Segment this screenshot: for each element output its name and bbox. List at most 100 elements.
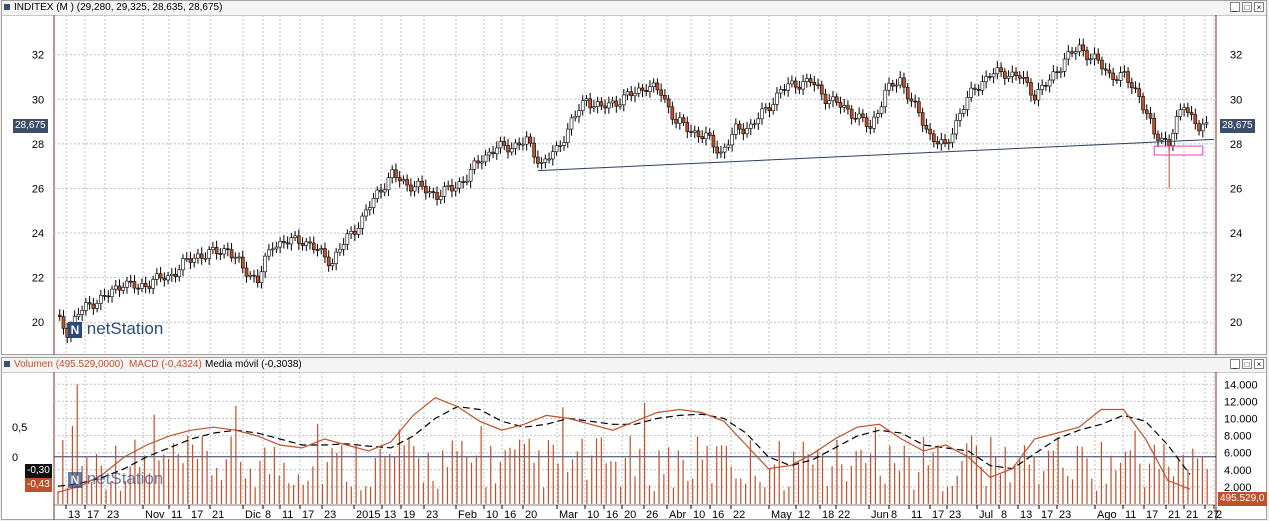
candle-body <box>905 86 910 100</box>
macd-line <box>57 397 1191 493</box>
macd-value-badge: -0,43 <box>25 478 52 492</box>
x-tick-label: 17 <box>191 509 203 520</box>
candle-body <box>819 84 824 95</box>
candle-body <box>143 283 148 287</box>
window-icon <box>4 361 10 367</box>
candle-body <box>584 98 589 102</box>
x-tick-label: 17 <box>1041 509 1053 520</box>
candle-body <box>861 113 865 118</box>
indicator-window-titlebar[interactable]: Volumen (495.529,0000) MACD (-0,4324) Me… <box>2 358 1266 373</box>
candle-body <box>1081 44 1086 51</box>
x-tick-label: 20 <box>525 509 537 520</box>
candle-body <box>524 136 529 145</box>
x-tick-label: 17 <box>1146 509 1158 520</box>
candle-body <box>229 249 234 259</box>
candle-body <box>607 102 611 109</box>
candle-body <box>498 141 503 149</box>
volume-tick-label: 8.000 <box>1224 431 1252 443</box>
candle-body <box>255 275 260 283</box>
candle-body <box>1186 107 1190 113</box>
candle-body <box>1077 44 1082 52</box>
candle-body <box>304 241 309 246</box>
x-tick-label: 27 <box>1207 509 1219 520</box>
moving-average-line <box>57 405 1191 487</box>
candle-body <box>644 89 649 93</box>
candle-body <box>237 256 241 259</box>
x-tick-label: 22 <box>838 509 850 520</box>
candle-body <box>125 280 129 288</box>
y-tick-label-left: 22 <box>32 273 44 285</box>
candle-body <box>704 132 708 140</box>
candle-body <box>95 303 99 309</box>
candle-body <box>147 286 152 289</box>
x-tick-label: 11 <box>282 509 293 520</box>
candle-body <box>502 141 507 146</box>
candle-body <box>610 100 615 104</box>
volume-tick-label: 6.000 <box>1224 448 1252 460</box>
candle-body <box>707 132 712 136</box>
macd-legend: MACD (-0,4324) <box>129 359 202 370</box>
candle-body <box>110 288 114 298</box>
candle-body <box>293 235 297 238</box>
candle-body <box>1115 79 1119 81</box>
x-tick-label: 22 <box>733 509 745 520</box>
candle-body <box>1204 122 1209 125</box>
candle-body <box>633 93 637 97</box>
x-tick-label: Dic <box>245 509 261 520</box>
candle-body <box>1044 85 1048 87</box>
candle-body <box>315 249 320 251</box>
candle-body <box>263 255 267 273</box>
candle-body <box>1096 53 1100 61</box>
candle-body <box>980 81 985 91</box>
candle-body <box>184 258 189 260</box>
candle-body <box>364 209 368 217</box>
volume-tick-label: 14.000 <box>1224 379 1258 391</box>
candle-body <box>300 243 305 246</box>
price-window-titlebar[interactable]: INDITEX (M ) (29,280, 29,325, 28,635, 28… <box>2 1 1266 16</box>
candle-body <box>1103 68 1108 71</box>
candle-body <box>128 280 133 283</box>
candle-body <box>801 81 805 90</box>
minimize-button[interactable]: _ <box>1230 2 1240 12</box>
maximize-button[interactable]: □ <box>1242 359 1252 369</box>
close-button[interactable]: × <box>1254 359 1264 369</box>
maximize-button[interactable]: □ <box>1242 2 1252 12</box>
candle-body <box>487 151 492 156</box>
netstation-watermark: N netStation <box>68 319 163 339</box>
candle-body <box>842 105 846 108</box>
candle-body <box>1010 71 1015 77</box>
x-tick-label: 13 <box>384 509 396 520</box>
candle-body <box>367 207 372 211</box>
candle-body <box>1014 71 1018 77</box>
candle-body <box>763 107 768 110</box>
candle-body <box>879 106 884 114</box>
y-tick-label-left: 32 <box>32 50 44 62</box>
candle-body <box>592 106 596 109</box>
x-tick-label: Mar <box>559 509 578 520</box>
x-tick-label: 8 <box>891 509 897 520</box>
candle-body <box>793 80 798 88</box>
candle-body <box>461 181 465 183</box>
x-tick-label: 26 <box>646 509 658 520</box>
candle-body <box>898 77 903 86</box>
candle-body <box>379 189 383 193</box>
candle-body <box>476 160 480 164</box>
candle-body <box>849 108 854 119</box>
x-tick-label: 12 <box>798 509 810 520</box>
minimize-button[interactable]: _ <box>1230 359 1240 369</box>
candle-body <box>416 180 421 188</box>
candle-body <box>1163 138 1168 140</box>
candle-body <box>857 113 861 120</box>
candle-body <box>719 151 723 154</box>
netstation-logo-icon: N <box>68 322 82 338</box>
candle-body <box>431 191 436 193</box>
macd-volume-chart[interactable]: 2.000 4.000 6.000 8.000 10.000 12.000 14.000 0 0… <box>2 372 1268 520</box>
candle-body <box>1032 94 1037 101</box>
candle-body <box>166 275 170 281</box>
candle-body <box>883 89 888 108</box>
candle-body <box>360 215 365 229</box>
candle-body <box>297 235 301 244</box>
candlestick-chart[interactable]: 20 20 22 22 24 24 26 26 28 28 30 30 32 32 <box>2 15 1268 355</box>
y-tick-label-right: 28 <box>1230 139 1242 151</box>
close-button[interactable]: × <box>1254 2 1264 12</box>
